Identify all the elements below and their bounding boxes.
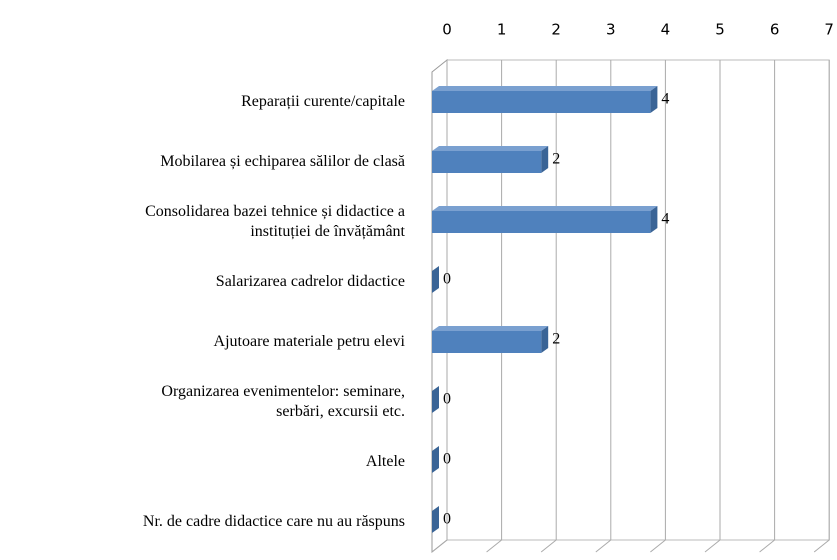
bar-side — [541, 146, 549, 173]
bar — [432, 91, 651, 113]
x-tick-label: 7 — [824, 21, 834, 39]
category-label: Consolidarea bazei tehnice și didactice … — [145, 203, 405, 240]
value-label: 0 — [443, 391, 451, 408]
grid-line — [595, 539, 612, 553]
back-wall — [446, 59, 830, 541]
category-label: Nr. de cadre didactice care nu au răspun… — [143, 513, 405, 530]
category-label: Reparații curente/capitale — [241, 93, 405, 110]
grid-line — [759, 539, 775, 553]
side-wall — [431, 58, 448, 554]
value-label: 0 — [443, 271, 451, 288]
bar — [432, 151, 542, 173]
grid-line — [431, 539, 448, 553]
value-label: 4 — [661, 91, 669, 108]
x-tick-label: 0 — [442, 21, 452, 39]
bar-side — [650, 86, 658, 113]
x-tick-label: 1 — [497, 21, 507, 39]
grid-line — [650, 539, 666, 553]
bar-side — [541, 326, 549, 353]
x-tick-label: 4 — [661, 21, 671, 39]
category-label: Organizarea evenimentelor: seminare, serb… — [161, 383, 405, 420]
bar-side — [432, 446, 439, 473]
bar-side — [432, 266, 439, 293]
bar-top — [432, 146, 549, 151]
value-label: 2 — [552, 151, 560, 168]
grid-line — [813, 539, 830, 553]
category-label: Mobilarea și echiparea sălilor de clasă — [160, 153, 405, 170]
category-label: Salarizarea cadrelor didactice — [216, 273, 405, 290]
x-tick-label: 2 — [551, 21, 561, 39]
grid-line — [704, 539, 721, 553]
value-label: 0 — [443, 451, 451, 468]
value-label: 0 — [443, 511, 451, 528]
bar — [432, 211, 651, 233]
value-label: 4 — [661, 211, 669, 228]
bar — [432, 331, 542, 353]
x-tick-label: 6 — [770, 21, 780, 39]
bar-top — [432, 86, 658, 91]
grid-line — [540, 539, 557, 553]
bar-side — [432, 506, 439, 533]
category-label: Ajutoare materiale petru elevi — [214, 333, 406, 350]
x-tick-label: 5 — [715, 21, 725, 39]
bar-top — [432, 206, 658, 211]
bar-side — [650, 206, 658, 233]
grid-line — [486, 539, 502, 553]
value-label: 2 — [552, 331, 560, 348]
category-label: Altele — [366, 453, 405, 470]
bar-top — [432, 326, 549, 331]
x-tick-label: 3 — [606, 21, 616, 39]
bar-side — [432, 386, 439, 413]
